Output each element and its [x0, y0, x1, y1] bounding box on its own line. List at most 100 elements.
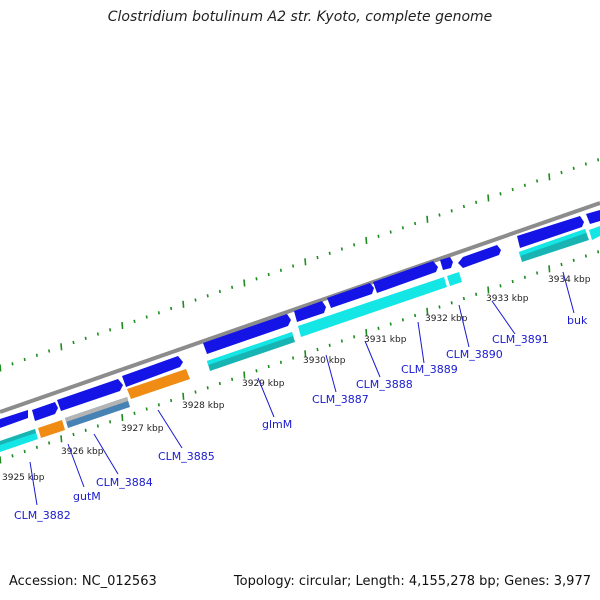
- major-tick: [365, 236, 368, 245]
- feature-block[interactable]: [65, 397, 128, 422]
- gene-arrow[interactable]: [458, 245, 501, 268]
- minor-tick: [48, 441, 51, 445]
- minor-tick: [194, 390, 197, 394]
- scale-tick-ring: [0, 250, 600, 464]
- minor-tick: [462, 296, 465, 301]
- minor-tick: [450, 209, 453, 213]
- minor-tick: [340, 247, 343, 251]
- gene-label-clm-3884[interactable]: CLM_3884: [96, 476, 153, 489]
- gene-label-clm-3891[interactable]: CLM_3891: [492, 333, 549, 346]
- gene-arrow[interactable]: [517, 216, 584, 248]
- minor-tick: [157, 311, 160, 315]
- label-connector: [417, 321, 425, 364]
- gene-label-clm-3888[interactable]: CLM_3888: [356, 378, 413, 391]
- feature-block[interactable]: [38, 420, 65, 438]
- scale-label: 3928 kbp: [182, 401, 225, 411]
- minor-tick: [597, 158, 600, 162]
- map-title: Clostridium botulinum A2 str. Kyoto, com…: [107, 9, 493, 25]
- minor-tick: [450, 301, 453, 305]
- scale-label: 3929 kbp: [242, 379, 285, 389]
- minor-tick: [499, 192, 502, 196]
- major-tick: [60, 435, 63, 443]
- minor-tick: [23, 357, 26, 362]
- minor-tick: [340, 339, 343, 343]
- label-connector: [257, 377, 275, 418]
- minor-tick: [572, 166, 575, 170]
- gene-arrow[interactable]: [294, 301, 326, 322]
- minor-tick: [96, 424, 99, 428]
- gene-label-clm-3882[interactable]: CLM_3882: [14, 509, 71, 522]
- minor-tick: [218, 289, 221, 294]
- minor-tick: [377, 234, 380, 238]
- minor-tick: [72, 432, 75, 437]
- gene-arrow[interactable]: [32, 402, 58, 421]
- minor-tick: [414, 313, 417, 318]
- minor-tick: [462, 204, 465, 209]
- gene-label-clm-3889[interactable]: CLM_3889: [401, 363, 458, 376]
- gene-arrow[interactable]: [327, 283, 374, 308]
- minor-tick: [206, 386, 209, 390]
- minor-tick: [560, 170, 563, 175]
- gene-arrow[interactable]: [122, 356, 183, 387]
- scale-labels: 3925 kbp 3926 kbp 3927 kbp 3928 kbp 3929…: [2, 275, 591, 483]
- minor-tick: [511, 187, 514, 192]
- minor-tick: [438, 213, 441, 217]
- minor-tick: [255, 369, 258, 373]
- major-tick: [60, 343, 63, 351]
- major-tick: [0, 456, 2, 464]
- minor-tick: [194, 298, 197, 302]
- feature-block[interactable]: [207, 332, 293, 365]
- minor-tick: [597, 250, 600, 254]
- minor-tick: [96, 332, 99, 336]
- gene-label-clm-3887[interactable]: CLM_3887: [312, 393, 369, 406]
- minor-tick: [231, 377, 234, 381]
- scale-label: 3932 kbp: [425, 314, 468, 324]
- label-connector: [93, 433, 119, 475]
- major-tick: [121, 413, 124, 422]
- gene-label-buk[interactable]: buk: [567, 314, 588, 327]
- gene-arrow[interactable]: [203, 314, 291, 354]
- major-tick: [487, 194, 490, 202]
- gene-arrow[interactable]: [586, 210, 600, 224]
- minor-tick: [572, 258, 575, 262]
- scale-label: 3926 kbp: [61, 447, 104, 457]
- major-tick: [182, 300, 185, 308]
- label-connector: [29, 461, 38, 506]
- minor-tick: [133, 319, 136, 323]
- gene-arrow[interactable]: [57, 379, 123, 411]
- gene-label-gutm[interactable]: gutM: [73, 490, 101, 503]
- minor-tick: [475, 292, 478, 296]
- minor-tick: [316, 255, 319, 260]
- gene-label-clm-3885[interactable]: CLM_3885: [158, 450, 215, 463]
- scale-label: 3933 kbp: [486, 294, 529, 304]
- minor-tick: [279, 360, 282, 364]
- minor-tick: [292, 264, 295, 268]
- minor-tick: [84, 336, 87, 340]
- feature-block[interactable]: [447, 272, 462, 286]
- feature-block[interactable]: [298, 277, 447, 337]
- minor-tick: [231, 285, 234, 289]
- label-connectors: [29, 271, 575, 506]
- feature-block[interactable]: [127, 369, 190, 399]
- scale-label: 3930 kbp: [303, 356, 346, 366]
- gene-arrow[interactable]: [0, 410, 28, 428]
- minor-tick: [206, 294, 209, 298]
- feature-block[interactable]: [589, 226, 600, 240]
- major-tick: [487, 286, 490, 294]
- scale-label: 3925 kbp: [2, 473, 45, 483]
- major-tick: [548, 173, 551, 181]
- major-tick: [426, 215, 429, 223]
- feature-block[interactable]: [0, 429, 36, 445]
- label-connector: [491, 300, 516, 335]
- feature-block[interactable]: [519, 229, 586, 256]
- genome-backbone: [0, 201, 600, 414]
- minor-tick: [35, 445, 38, 449]
- gene-arrow[interactable]: [440, 257, 453, 270]
- minor-tick: [218, 381, 221, 386]
- major-tick: [182, 392, 185, 400]
- gene-arrow[interactable]: [373, 261, 438, 293]
- gene-label-clm-3890[interactable]: CLM_3890: [446, 348, 503, 361]
- gene-label-glmm[interactable]: glmM: [262, 418, 292, 431]
